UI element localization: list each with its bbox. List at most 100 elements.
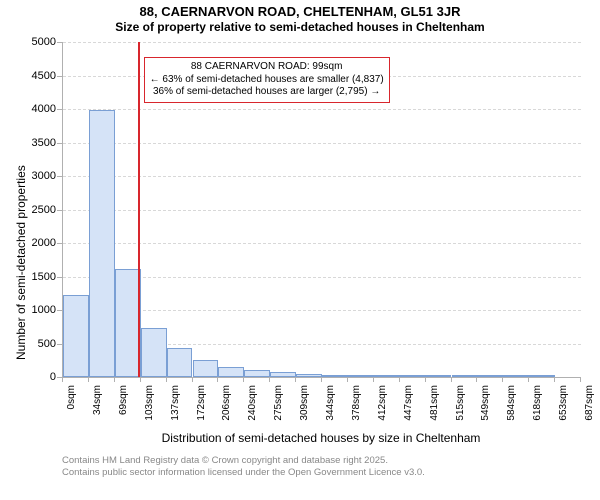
xtick-mark: [451, 377, 452, 382]
plot-area: 88 CAERNARVON ROAD: 99sqm ← 63% of semi-…: [62, 42, 581, 378]
ytick-mark: [57, 243, 62, 244]
gridline: [63, 243, 581, 244]
xtick-mark: [425, 377, 426, 382]
gridline: [63, 176, 581, 177]
xtick-label: 69sqm: [118, 385, 129, 415]
gridline: [63, 143, 581, 144]
ytick-label: 4000: [16, 103, 56, 115]
xtick-label: 653sqm: [558, 385, 569, 421]
histogram-bar: [218, 367, 244, 377]
xtick-label: 34sqm: [92, 385, 103, 415]
xtick-label: 103sqm: [144, 385, 155, 421]
xtick-mark: [399, 377, 400, 382]
xtick-mark: [528, 377, 529, 382]
histogram-bar: [141, 328, 167, 377]
xtick-label: 275sqm: [273, 385, 284, 421]
histogram-bar: [296, 374, 322, 377]
histogram-bar: [167, 348, 193, 377]
xtick-mark: [554, 377, 555, 382]
histogram-bar: [348, 375, 374, 377]
xtick-mark: [295, 377, 296, 382]
xtick-label: 206sqm: [221, 385, 232, 421]
xtick-mark: [217, 377, 218, 382]
xtick-mark: [347, 377, 348, 382]
ytick-mark: [57, 344, 62, 345]
histogram-bar: [477, 375, 503, 377]
xtick-label: 584sqm: [506, 385, 517, 421]
x-axis-label: Distribution of semi-detached houses by …: [62, 431, 580, 445]
marker-line: [138, 42, 140, 377]
xtick-label: 344sqm: [325, 385, 336, 421]
ytick-mark: [57, 210, 62, 211]
ytick-label: 3000: [16, 170, 56, 182]
ytick-mark: [57, 143, 62, 144]
xtick-mark: [373, 377, 374, 382]
ytick-label: 0: [16, 371, 56, 383]
ytick-mark: [57, 176, 62, 177]
histogram-bar: [89, 110, 115, 377]
xtick-label: 0sqm: [66, 385, 77, 409]
chart-container: 88, CAERNARVON ROAD, CHELTENHAM, GL51 3J…: [0, 0, 600, 500]
ytick-label: 1000: [16, 304, 56, 316]
ytick-mark: [57, 42, 62, 43]
gridline: [63, 310, 581, 311]
ytick-label: 500: [16, 338, 56, 350]
xtick-mark: [62, 377, 63, 382]
y-axis-label: Number of semi-detached properties: [14, 165, 28, 360]
xtick-mark: [321, 377, 322, 382]
xtick-mark: [476, 377, 477, 382]
xtick-mark: [114, 377, 115, 382]
xtick-mark: [140, 377, 141, 382]
gridline: [63, 42, 581, 43]
ytick-label: 2500: [16, 204, 56, 216]
ytick-label: 2000: [16, 237, 56, 249]
xtick-label: 618sqm: [532, 385, 543, 421]
xtick-mark: [243, 377, 244, 382]
xtick-label: 481sqm: [429, 385, 440, 421]
histogram-bar: [400, 375, 426, 377]
xtick-label: 240sqm: [247, 385, 258, 421]
xtick-mark: [192, 377, 193, 382]
annotation-line3: 36% of semi-detached houses are larger (…: [150, 86, 384, 99]
xtick-mark: [166, 377, 167, 382]
histogram-bar: [322, 375, 348, 377]
annotation-line1: 88 CAERNARVON ROAD: 99sqm: [150, 61, 384, 74]
histogram-bar: [63, 295, 89, 377]
xtick-label: 515sqm: [455, 385, 466, 421]
xtick-label: 378sqm: [351, 385, 362, 421]
xtick-label: 309sqm: [299, 385, 310, 421]
ytick-mark: [57, 76, 62, 77]
xtick-mark: [88, 377, 89, 382]
page-subtitle: Size of property relative to semi-detach…: [0, 19, 600, 34]
xtick-label: 172sqm: [196, 385, 207, 421]
ytick-mark: [57, 310, 62, 311]
xtick-label: 549sqm: [480, 385, 491, 421]
histogram-bar: [452, 375, 478, 377]
xtick-mark: [269, 377, 270, 382]
histogram-bar: [244, 370, 270, 377]
page-title: 88, CAERNARVON ROAD, CHELTENHAM, GL51 3J…: [0, 0, 600, 19]
ytick-mark: [57, 277, 62, 278]
annotation-line2: ← 63% of semi-detached houses are smalle…: [150, 74, 384, 87]
footer-attribution: Contains HM Land Registry data © Crown c…: [62, 455, 425, 480]
histogram-bar: [503, 375, 529, 377]
xtick-mark: [502, 377, 503, 382]
gridline: [63, 277, 581, 278]
histogram-bar: [270, 372, 296, 377]
ytick-label: 3500: [16, 137, 56, 149]
ytick-label: 5000: [16, 36, 56, 48]
histogram-bar: [193, 360, 219, 377]
gridline: [63, 210, 581, 211]
xtick-label: 447sqm: [403, 385, 414, 421]
ytick-label: 1500: [16, 271, 56, 283]
histogram-bar: [374, 375, 400, 377]
xtick-mark: [580, 377, 581, 382]
ytick-mark: [57, 109, 62, 110]
histogram-bar: [426, 375, 452, 377]
ytick-label: 4500: [16, 70, 56, 82]
xtick-label: 687sqm: [584, 385, 595, 421]
xtick-label: 412sqm: [377, 385, 388, 421]
gridline: [63, 109, 581, 110]
footer-line2: Contains public sector information licen…: [62, 467, 425, 479]
xtick-label: 137sqm: [170, 385, 181, 421]
